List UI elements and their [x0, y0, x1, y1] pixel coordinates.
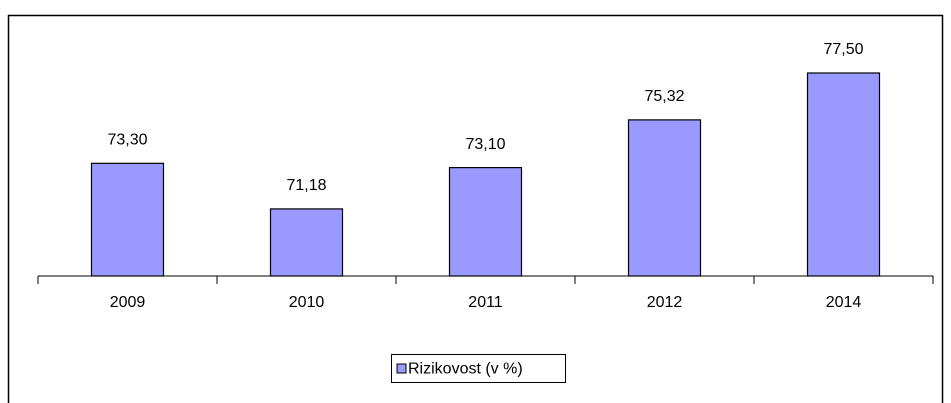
x-tick-label: 2012: [647, 294, 683, 311]
legend-box: [391, 354, 566, 383]
bar: [448, 167, 523, 277]
data-label: 77,50: [823, 41, 863, 58]
bar: [627, 119, 702, 277]
x-tick-label: 2014: [826, 294, 862, 311]
data-label: 73,30: [107, 132, 147, 149]
x-tick-label: 2009: [110, 294, 146, 311]
x-tick-label: 2010: [289, 294, 325, 311]
legend-swatch: [396, 363, 407, 374]
bar: [90, 162, 165, 277]
data-label: 71,18: [286, 177, 326, 194]
bar: [806, 72, 881, 277]
data-label: 75,32: [644, 88, 684, 105]
legend-label: Rizikovost (v %): [408, 361, 523, 378]
x-tick-label: 2011: [468, 294, 503, 311]
bar: [269, 208, 344, 277]
data-label: 73,10: [465, 136, 505, 153]
